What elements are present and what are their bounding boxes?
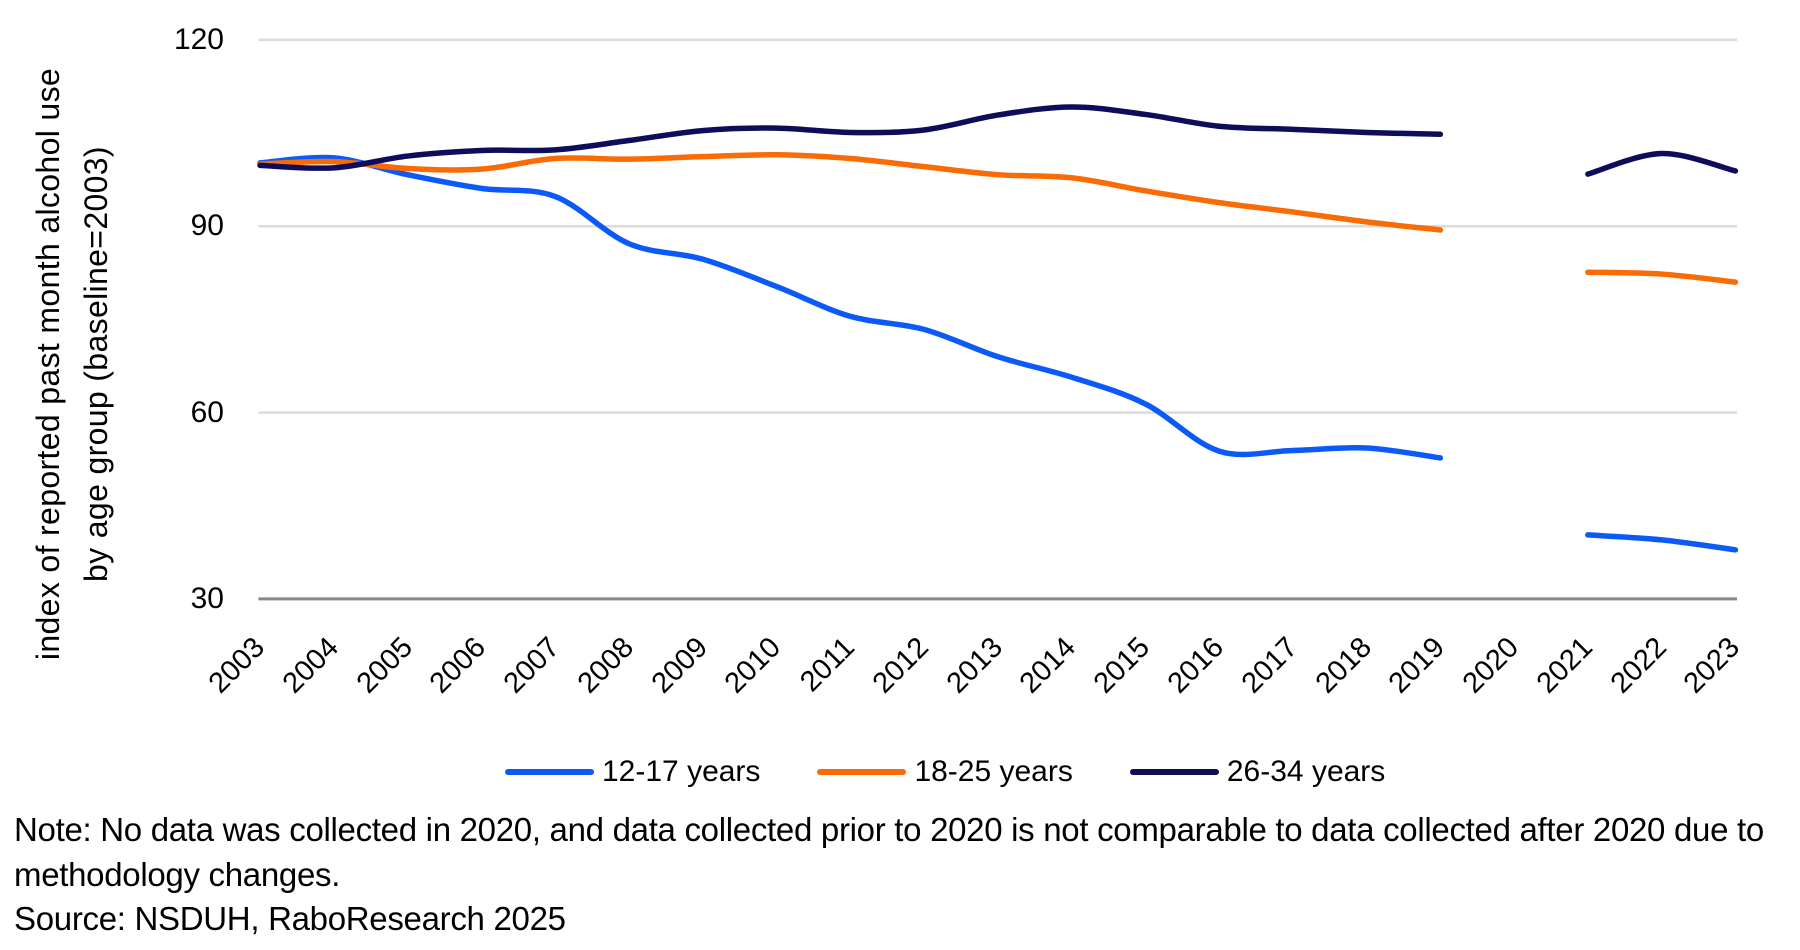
legend-swatch-26-34 [1129, 769, 1219, 775]
source-text: Source: NSDUH, RaboResearch 2025 [14, 900, 566, 937]
legend-entry-12-17: 12-17 years [505, 755, 760, 789]
y-tick-label-60: 60 [190, 395, 224, 429]
y-tick-label-90: 90 [190, 209, 224, 243]
legend-label-18-25: 18-25 years [914, 755, 1073, 788]
y-tick-label-120: 120 [173, 22, 224, 56]
y-axis-title-line2: by age group (baseline=2003) [78, 146, 114, 582]
legend-swatch-12-17 [505, 769, 594, 775]
legend-entry-18-25: 18-25 years [817, 755, 1073, 789]
legend-swatch-18-25 [817, 769, 907, 775]
y-axis-title-line1: index of reported past month alcohol use [30, 67, 66, 661]
series-line-26-34-years [1585, 150, 1739, 177]
series-line-18-25-years [257, 152, 1444, 233]
legend-label-26-34: 26-34 years [1226, 755, 1386, 788]
legend-label-12-17: 12-17 years [602, 755, 761, 788]
series-line-12-17-years [1585, 532, 1739, 553]
y-axis-title: index of reported past month alcohol use… [24, 68, 120, 660]
legend-entry-26-34: 26-34 years [1129, 755, 1386, 789]
note-text: Note: No data was collected in 2020, and… [14, 811, 1764, 893]
series-line-12-17-years [257, 154, 1444, 461]
y-tick-label-30: 30 [190, 581, 224, 615]
gridlines [258, 38, 1737, 601]
series-line-18-25-years [1585, 269, 1739, 285]
series-lines [257, 104, 1739, 553]
legend: 12-17 years 18-25 years 26-34 years [505, 755, 1385, 789]
series-line-26-34-years [257, 104, 1444, 171]
